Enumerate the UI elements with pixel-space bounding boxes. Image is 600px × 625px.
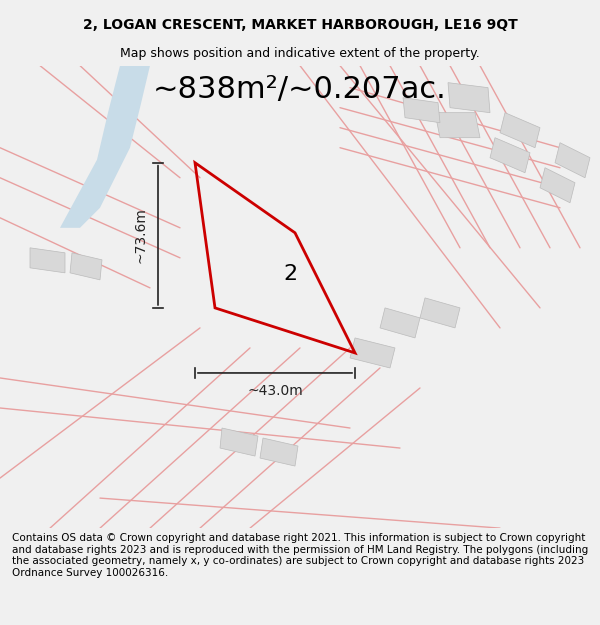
Polygon shape — [448, 82, 490, 112]
Polygon shape — [403, 98, 440, 122]
Polygon shape — [350, 338, 395, 368]
Polygon shape — [435, 112, 480, 138]
Polygon shape — [500, 112, 540, 148]
Text: ~73.6m: ~73.6m — [133, 208, 147, 263]
Text: 2: 2 — [283, 264, 297, 284]
Polygon shape — [420, 298, 460, 328]
Text: Map shows position and indicative extent of the property.: Map shows position and indicative extent… — [120, 48, 480, 60]
Polygon shape — [260, 438, 298, 466]
Polygon shape — [60, 66, 150, 228]
Text: ~838m²/~0.207ac.: ~838m²/~0.207ac. — [153, 74, 447, 104]
Text: Contains OS data © Crown copyright and database right 2021. This information is : Contains OS data © Crown copyright and d… — [12, 533, 588, 578]
Polygon shape — [220, 428, 258, 456]
Text: ~43.0m: ~43.0m — [247, 384, 303, 398]
Polygon shape — [490, 138, 530, 172]
Polygon shape — [70, 253, 102, 280]
Text: 2, LOGAN CRESCENT, MARKET HARBOROUGH, LE16 9QT: 2, LOGAN CRESCENT, MARKET HARBOROUGH, LE… — [83, 18, 517, 32]
Polygon shape — [555, 142, 590, 177]
Polygon shape — [380, 308, 420, 338]
Polygon shape — [540, 168, 575, 202]
Polygon shape — [30, 248, 65, 273]
